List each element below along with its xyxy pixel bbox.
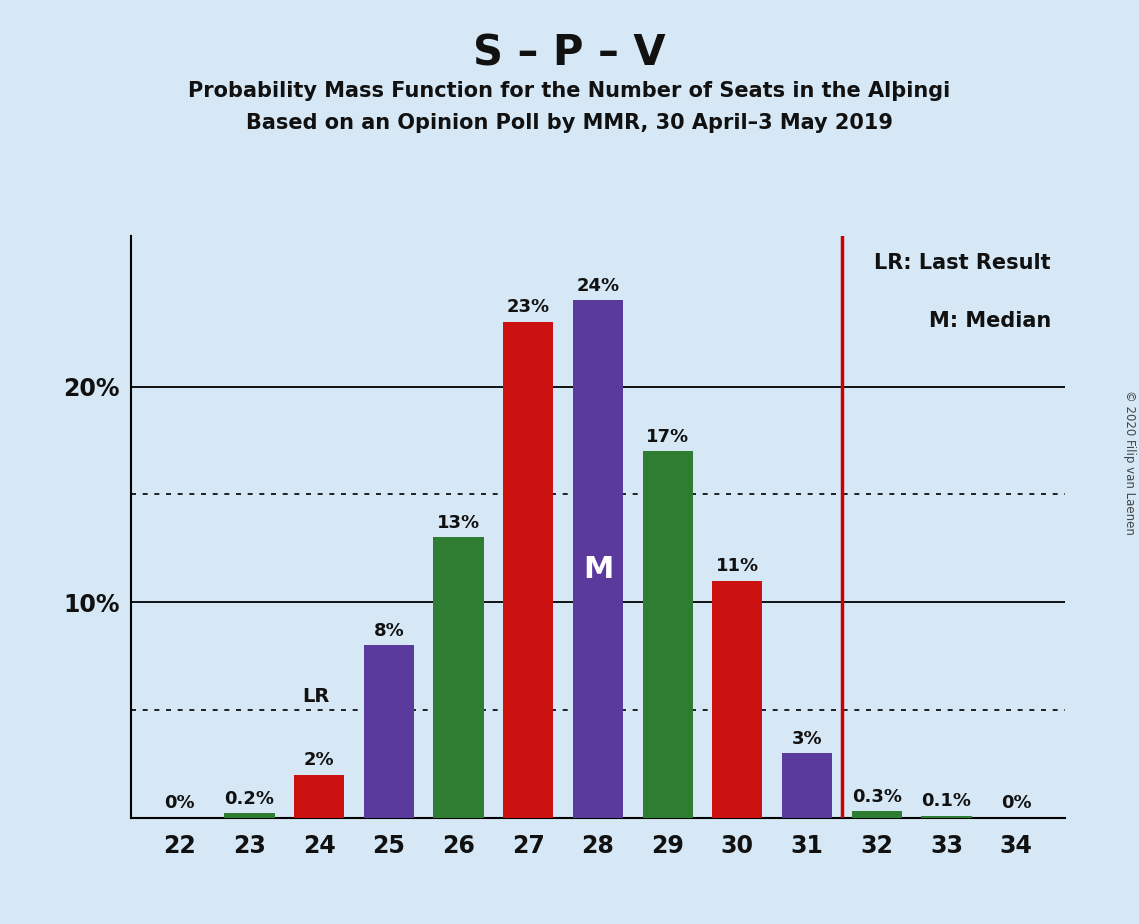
Text: 2%: 2% [304,751,335,769]
Bar [921,816,972,818]
Text: LR: LR [302,687,329,706]
Text: 0%: 0% [1001,795,1032,812]
Text: 13%: 13% [437,514,481,532]
Text: 0.1%: 0.1% [921,792,972,810]
Bar [294,774,344,818]
Text: 23%: 23% [507,298,550,316]
Text: 0.2%: 0.2% [224,790,274,808]
Text: S – P – V: S – P – V [473,32,666,74]
Text: 11%: 11% [715,557,759,575]
Text: Based on an Opinion Poll by MMR, 30 April–3 May 2019: Based on an Opinion Poll by MMR, 30 Apri… [246,113,893,133]
Text: 0%: 0% [164,795,195,812]
Bar [363,645,413,818]
Text: LR: Last Result: LR: Last Result [875,253,1051,273]
Text: Probability Mass Function for the Number of Seats in the Alþingi: Probability Mass Function for the Number… [188,81,951,102]
Bar [782,753,833,818]
Text: 24%: 24% [576,277,620,295]
Text: 0.3%: 0.3% [852,788,902,806]
Bar [642,451,693,818]
Text: 3%: 3% [792,730,822,748]
Bar [573,300,623,818]
Bar [503,322,554,818]
Bar [224,813,274,818]
Text: 8%: 8% [374,622,404,639]
Bar [852,811,902,818]
Bar [434,538,484,818]
Text: M: M [583,555,613,584]
Bar [712,580,762,818]
Text: 17%: 17% [646,428,689,446]
Text: © 2020 Filip van Laenen: © 2020 Filip van Laenen [1123,390,1137,534]
Text: M: Median: M: Median [928,311,1051,331]
